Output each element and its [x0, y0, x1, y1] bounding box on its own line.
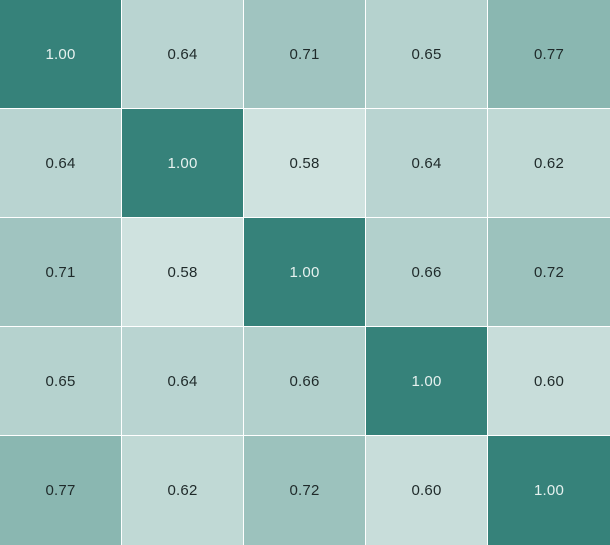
cell-value-label: 1.00 [167, 154, 198, 172]
cell-value-label: 0.66 [289, 372, 320, 390]
cell-value-label: 0.71 [289, 45, 320, 63]
heatmap-cell: 1.00 [488, 436, 610, 545]
heatmap-cell: 0.72 [244, 436, 365, 545]
heatmap-cell: 1.00 [122, 109, 243, 217]
heatmap-cell: 0.62 [122, 436, 243, 545]
cell-value-label: 0.64 [167, 372, 198, 390]
heatmap-cell: 0.71 [244, 0, 365, 108]
cell-value-label: 0.72 [289, 482, 320, 499]
heatmap-cell: 0.66 [244, 327, 365, 435]
heatmap-cell: 0.64 [0, 109, 121, 217]
heatmap-cell: 0.65 [366, 0, 487, 108]
heatmap-cell: 0.72 [488, 218, 610, 326]
cell-value-label: 0.66 [411, 263, 442, 281]
heatmap-cell: 0.65 [0, 327, 121, 435]
cell-value-label: 0.60 [411, 482, 442, 499]
cell-value-label: 0.60 [534, 372, 564, 390]
heatmap-cell: 0.60 [366, 436, 487, 545]
cell-value-label: 0.77 [534, 45, 564, 63]
cell-value-label: 0.77 [45, 482, 76, 499]
cell-value-label: 0.58 [289, 154, 320, 172]
cell-value-label: 0.62 [534, 154, 564, 172]
heatmap-cell: 1.00 [0, 0, 121, 108]
heatmap-cell: 0.64 [122, 0, 243, 108]
cell-value-label: 1.00 [289, 263, 320, 281]
heatmap-cell: 0.64 [122, 327, 243, 435]
heatmap-cell: 1.00 [244, 218, 365, 326]
cell-value-label: 0.58 [167, 263, 198, 281]
cell-value-label: 1.00 [534, 482, 564, 499]
heatmap-cell: 0.77 [488, 0, 610, 108]
cell-value-label: 0.62 [167, 482, 198, 499]
cell-value-label: 0.64 [45, 154, 76, 172]
cell-value-label: 0.65 [411, 45, 442, 63]
heatmap-cell: 0.62 [488, 109, 610, 217]
cell-value-label: 0.72 [534, 263, 564, 281]
heatmap-cell: 0.60 [488, 327, 610, 435]
cell-value-label: 1.00 [411, 372, 442, 390]
heatmap-cell: 0.71 [0, 218, 121, 326]
heatmap-cell: 0.58 [244, 109, 365, 217]
cell-value-label: 0.64 [167, 45, 198, 63]
cell-value-label: 0.65 [45, 372, 76, 390]
heatmap-cell: 0.77 [0, 436, 121, 545]
cell-value-label: 0.64 [411, 154, 442, 172]
heatmap-cell: 1.00 [366, 327, 487, 435]
heatmap-cell: 0.64 [366, 109, 487, 217]
cell-value-label: 0.71 [45, 263, 76, 281]
heatmap-cell: 0.66 [366, 218, 487, 326]
cell-value-label: 1.00 [45, 45, 76, 63]
heatmap-cell: 0.58 [122, 218, 243, 326]
